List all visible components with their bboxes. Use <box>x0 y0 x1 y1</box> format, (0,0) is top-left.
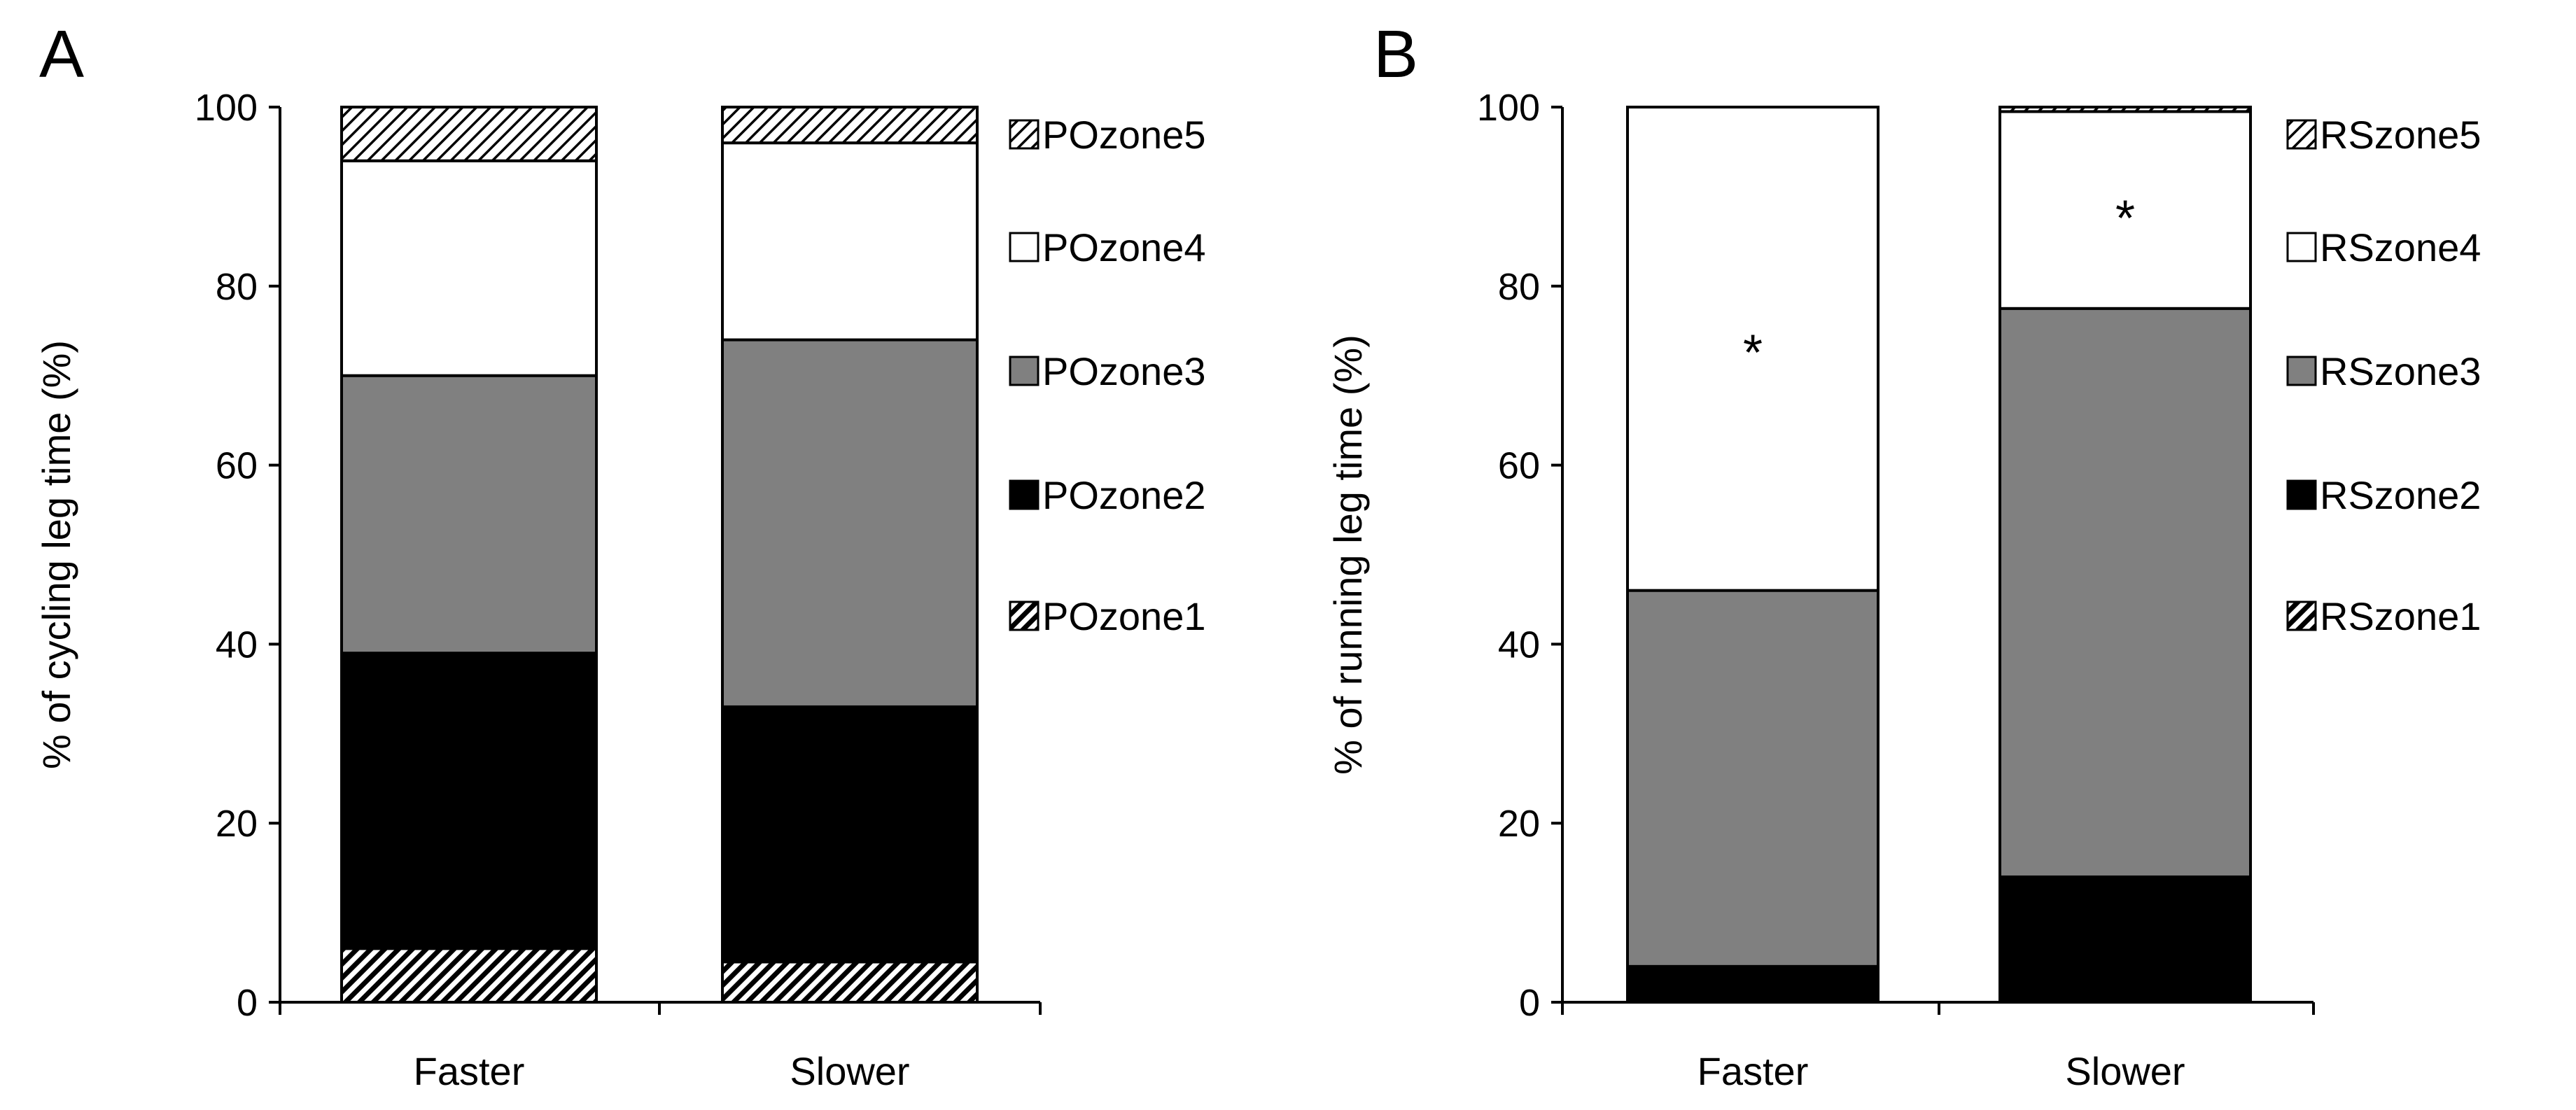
y-axis-label: % of cycling leg time (%) <box>34 340 78 769</box>
x-tick-label: Slower <box>790 1049 909 1093</box>
y-tick-label: 20 <box>1498 803 1540 845</box>
legend-swatch-pozone4 <box>1009 232 1040 262</box>
bar-slower-rszone3 <box>1998 307 2252 878</box>
y-tick-label: 100 <box>1477 87 1540 129</box>
legend-swatch-pozone1 <box>1009 600 1040 631</box>
legend-label-rszone4: RSzone4 <box>2320 225 2481 269</box>
bar-faster-rszone4 <box>1626 106 1879 592</box>
legend-label-pozone2: POzone2 <box>1042 473 1206 517</box>
bar-slower-pozone2 <box>721 705 979 964</box>
y-tick-label: 40 <box>216 624 258 666</box>
significance-marker: * <box>1743 325 1763 381</box>
significance-marker: * <box>2115 190 2135 246</box>
bar-faster-pozone3 <box>340 374 598 655</box>
bar-faster-rszone3 <box>1626 589 1879 968</box>
legend-label-rszone1: RSzone1 <box>2320 594 2481 638</box>
bar-faster-rszone2 <box>1626 964 1879 1004</box>
x-tick-label: Slower <box>2065 1049 2185 1093</box>
y-axis-label: % of running leg time (%) <box>1326 335 1370 775</box>
bar-slower-rszone2 <box>1998 875 2252 1004</box>
legend-swatch-rszone5 <box>2286 119 2317 150</box>
y-tick-label: 80 <box>216 266 258 308</box>
legend-label-pozone1: POzone1 <box>1042 594 1206 638</box>
y-tick-label: 100 <box>195 87 258 129</box>
bar-faster-pozone5 <box>340 106 598 162</box>
x-tick-label: Faster <box>414 1049 525 1093</box>
y-tick-label: 0 <box>237 982 258 1024</box>
x-tick-label: Faster <box>1698 1049 1809 1093</box>
bar-faster-pozone2 <box>340 652 598 950</box>
bar-slower-rszone5 <box>1998 106 2252 113</box>
legend-label-rszone3: RSzone3 <box>2320 349 2481 393</box>
panel-b: B % of running leg time (%) 0 20 40 60 80 100 Fa… <box>1326 17 2481 1093</box>
legend-swatch-rszone4 <box>2286 232 2317 262</box>
legend-swatch-pozone2 <box>1009 479 1040 510</box>
legend-swatch-rszone2 <box>2286 479 2317 510</box>
bar-slower-pozone3 <box>721 338 979 708</box>
bar-slower-pozone4 <box>721 141 979 342</box>
legend-swatch-pozone3 <box>1009 356 1040 386</box>
y-tick-label: 60 <box>216 445 258 487</box>
legend-label-pozone3: POzone3 <box>1042 349 1206 393</box>
legend-swatch-rszone1 <box>2286 600 2317 631</box>
y-tick-label: 0 <box>1519 982 1540 1024</box>
panel-label: B <box>1373 17 1418 92</box>
y-tick-label: 40 <box>1498 624 1540 666</box>
legend-label-rszone2: RSzone2 <box>2320 473 2481 517</box>
bar-faster-pozone4 <box>340 159 598 377</box>
legend-swatch-pozone5 <box>1009 119 1040 150</box>
panel-label: A <box>39 17 84 92</box>
panel-a: A % of cycling leg time (%) 0 20 40 60 80 100 Fa… <box>34 17 1206 1093</box>
y-tick-label: 80 <box>1498 266 1540 308</box>
y-tick-label: 60 <box>1498 445 1540 487</box>
legend-label-rszone5: RSzone5 <box>2320 113 2481 157</box>
legend-label-pozone5: POzone5 <box>1042 113 1206 157</box>
y-tick-label: 20 <box>216 803 258 845</box>
legend-label-pozone4: POzone4 <box>1042 225 1206 269</box>
bar-slower-pozone1 <box>721 960 979 1004</box>
bar-slower-pozone5 <box>721 106 979 145</box>
bar-slower-rszone4 <box>1998 110 2252 310</box>
bar-faster-pozone1 <box>340 947 598 1004</box>
legend-swatch-rszone3 <box>2286 356 2317 386</box>
